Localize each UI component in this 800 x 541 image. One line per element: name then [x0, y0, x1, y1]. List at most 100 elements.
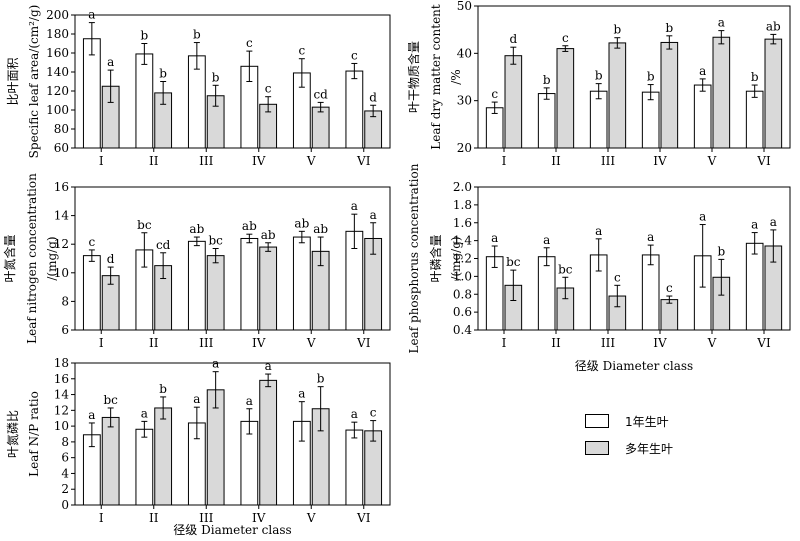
significance-letter: a [193, 392, 200, 406]
y-tick-label: 6 [61, 323, 69, 337]
significance-letter: a [107, 55, 114, 69]
bar-perennial [556, 48, 575, 149]
y-tick-label: 4 [61, 466, 69, 480]
x-tick-label: IV [252, 511, 266, 525]
significance-letter: b [717, 244, 725, 258]
bar-perennial [259, 246, 278, 331]
y-axis-unit: /% [449, 69, 463, 84]
y-tick-label: 12 [54, 403, 69, 417]
significance-letter: a [351, 407, 358, 421]
bar-annual [187, 55, 206, 149]
significance-letter: d [369, 90, 377, 104]
significance-letter: c [614, 270, 621, 284]
y-tick-label: 10 [54, 266, 69, 280]
x-tick-label: III [601, 154, 615, 168]
significance-letter: a [141, 406, 148, 420]
bar-annual [135, 428, 154, 506]
significance-letter: cd [156, 238, 171, 252]
x-tick-label: II [149, 336, 159, 350]
significance-letter: a [212, 357, 219, 371]
significance-letter: b [613, 23, 621, 37]
bar-annual [82, 255, 101, 331]
x-tick-label: V [306, 511, 316, 525]
x-tick-label: VI [356, 336, 371, 350]
y-tick-label: 12 [54, 237, 69, 251]
y-tick-label: 2 [61, 482, 69, 496]
chart-panel-d: 0.40.60.81.01.21.41.61.82.0I II III IV V VIa a… [407, 163, 791, 373]
significance-letter: c [491, 87, 498, 101]
y-axis-title: Leaf phosphorus concentration [407, 163, 421, 353]
legend-label-annual: 1年生叶 [625, 415, 669, 429]
significance-letter: a [647, 230, 654, 244]
x-tick-label: V [306, 336, 316, 350]
x-tick-label: III [199, 154, 213, 168]
bar-annual [537, 93, 556, 149]
plot-frame [477, 186, 791, 331]
plot-frame [477, 5, 791, 149]
y-axis-title-cn: 叶氮磷比 [5, 410, 20, 458]
significance-letter: a [718, 16, 725, 30]
x-tick-label: I [99, 154, 104, 168]
x-tick-label: I [99, 511, 104, 525]
y-tick-label: 0.4 [453, 323, 472, 337]
y-tick-label: 180 [46, 27, 69, 41]
bar-perennial [660, 41, 679, 149]
significance-letter: cd [313, 87, 328, 101]
significance-letter: b [141, 29, 149, 43]
bar-annual [345, 70, 364, 149]
y-axis-title-cn: 叶氮含量 [2, 234, 17, 282]
significance-letter: a [246, 394, 253, 408]
y-axis-title: Leaf nitrogen concentration [25, 173, 39, 344]
x-tick-label: IV [252, 154, 266, 168]
x-tick-label: III [199, 336, 213, 350]
x-tick-label: VI [756, 336, 771, 350]
significance-letter: d [509, 32, 517, 46]
legend-swatch-annual [585, 414, 609, 428]
bar-annual [745, 242, 764, 331]
significance-letter: c [88, 235, 95, 249]
y-tick-label: 2.0 [453, 180, 472, 194]
x-tick-label: VI [356, 511, 371, 525]
bar-annual [537, 256, 556, 331]
y-tick-label: 20 [457, 141, 472, 155]
bar-annual [135, 53, 154, 149]
plot-frame [74, 186, 391, 331]
significance-letter: c [265, 82, 272, 96]
y-tick-label: 18 [54, 356, 69, 370]
significance-letter: bc [137, 218, 152, 232]
significance-letter: a [543, 233, 550, 247]
significance-letter: a [370, 208, 377, 222]
significance-letter: a [88, 8, 95, 22]
significance-letter: a [88, 408, 95, 422]
significance-letter: a [298, 387, 305, 401]
x-tick-label: IV [653, 154, 667, 168]
bar-perennial [154, 407, 173, 506]
y-tick-label: 60 [54, 141, 69, 155]
significance-letter: bc [506, 255, 521, 269]
y-tick-label: 120 [46, 84, 69, 98]
significance-letter: ab [242, 219, 257, 233]
y-tick-label: 40 [457, 46, 472, 60]
significance-letter: b [212, 70, 220, 84]
y-tick-label: 80 [54, 122, 69, 136]
significance-letter: a [351, 199, 358, 213]
y-axis-title: Leaf dry matter content [429, 4, 443, 150]
y-tick-label: 14 [54, 209, 70, 223]
bar-perennial [206, 255, 225, 331]
x-tick-label: V [306, 154, 316, 168]
bar-perennial [660, 299, 679, 331]
y-tick-label: 1.8 [453, 198, 472, 212]
y-axis-unit: /(mg/g) [449, 236, 463, 280]
y-tick-label: 0.8 [453, 287, 472, 301]
y-tick-label: 8 [61, 294, 69, 308]
y-tick-label: 8 [61, 435, 69, 449]
y-tick-label: 14 [54, 388, 70, 402]
legend: 1年生叶 多年生叶 [585, 410, 745, 462]
bar-annual [345, 429, 364, 506]
y-axis-title: Specific leaf area/(cm²/g) [27, 5, 41, 159]
significance-letter: b [159, 67, 167, 81]
y-tick-label: 160 [46, 46, 69, 60]
significance-letter: bc [558, 262, 573, 276]
